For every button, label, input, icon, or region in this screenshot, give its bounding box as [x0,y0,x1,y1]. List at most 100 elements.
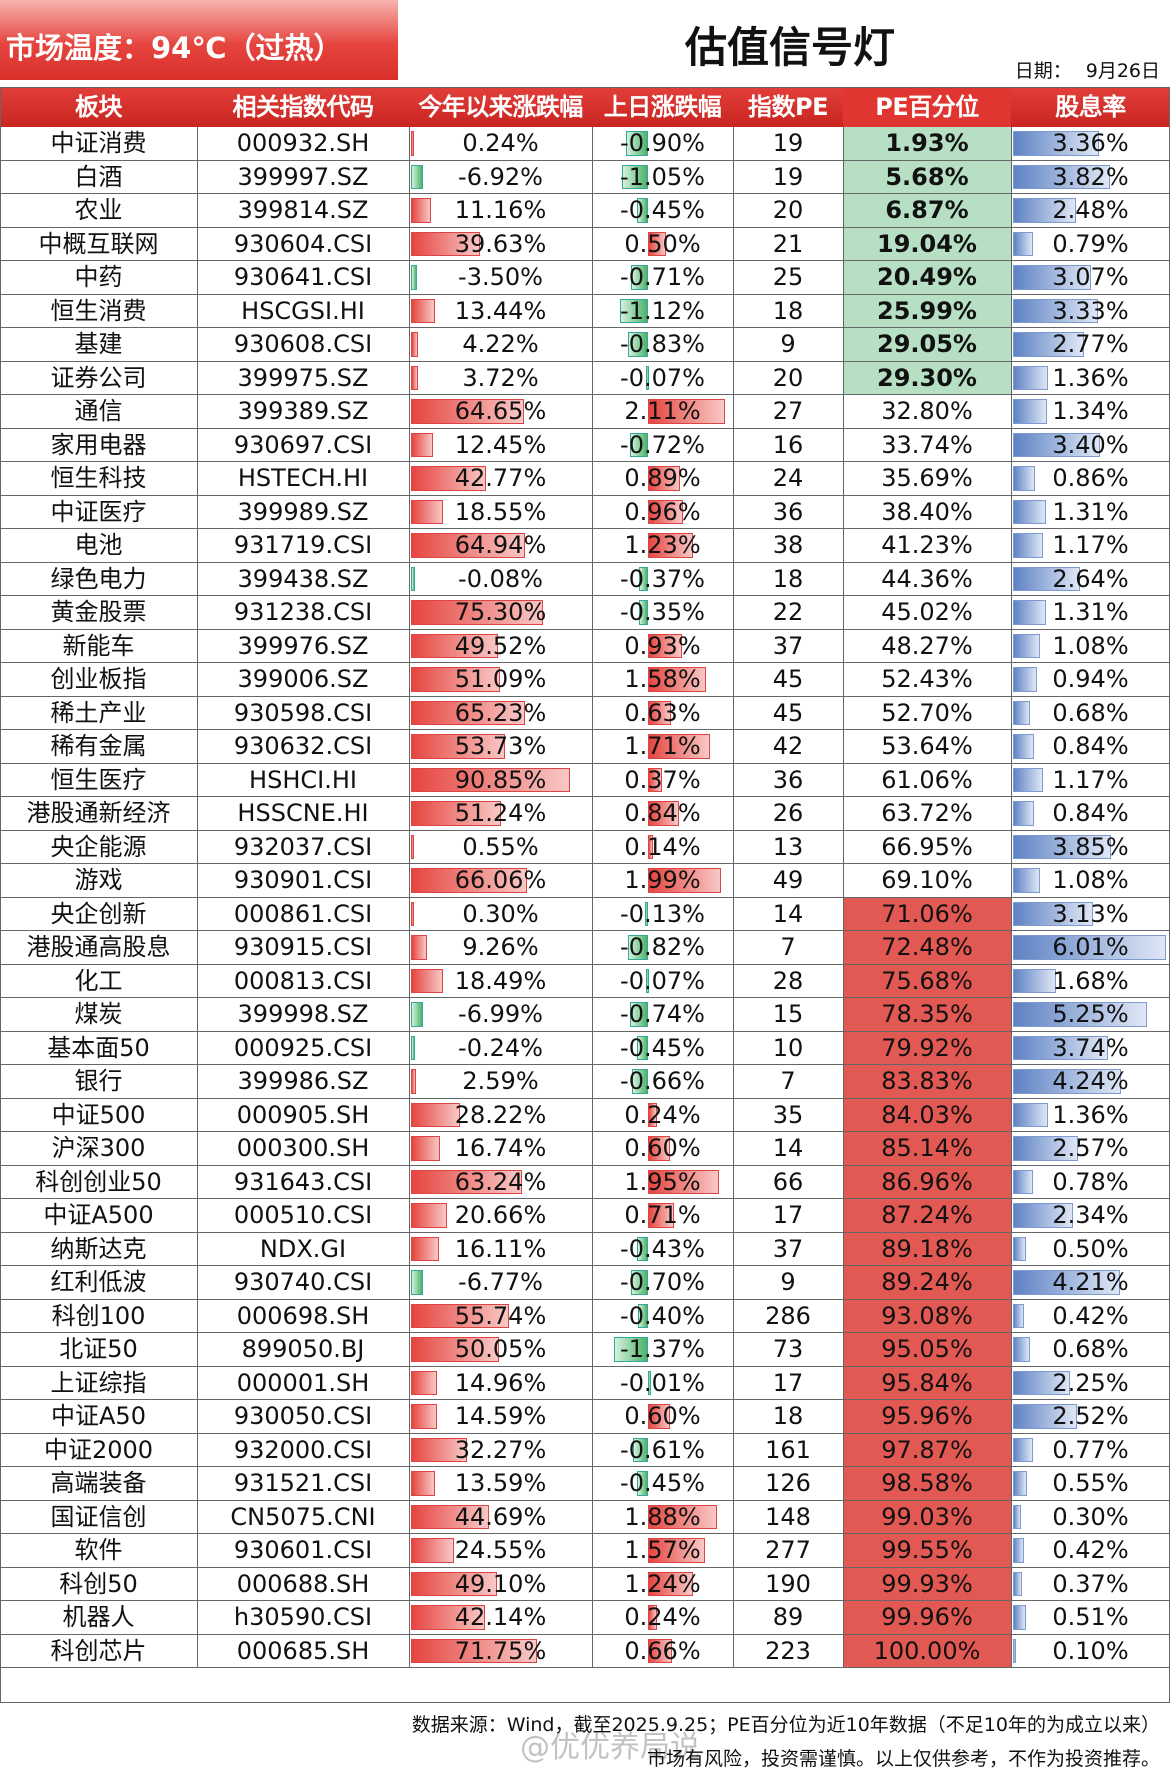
sector-name: 稀土产业 [0,697,197,730]
table-row: 央企创新 000861.CSI 0.30% -0.13% 14 71.06% 3.13% [0,897,1170,931]
dividend-yield: 0.55% [1011,1467,1170,1500]
pe-percentile: 38.40% [843,496,1011,529]
index-pe: 21 [733,228,843,261]
ytd-bar [411,767,570,792]
sector-name: 黄金股票 [0,596,197,629]
dividend-bar [1013,834,1111,859]
index-code: 000510.CSI [197,1199,409,1232]
prev-day-change: 0.96% [592,496,733,529]
column-header[interactable]: 相关指数代码 [232,93,375,121]
dividend-yield: 3.13% [1011,898,1170,931]
pe-percentile: 63.72% [843,797,1011,830]
day-change-bar [648,1638,673,1663]
dividend-yield: 1.17% [1011,764,1170,797]
ytd-change: 14.59% [409,1400,592,1433]
ytd-change: -6.77% [409,1266,592,1299]
dividend-bar [1013,1471,1027,1496]
prev-day-change: 0.93% [592,630,733,663]
pe-percentile-fill [843,1333,1011,1366]
sector-name: 中证医疗 [0,496,197,529]
pe-percentile: 33.74% [843,429,1011,462]
prev-day-change: 1.24% [592,1568,733,1601]
cell-text: 农业 [74,196,123,224]
table-row: 纳斯达克 NDX.GI 16.11% -0.43% 37 89.18% 0.50% [0,1232,1170,1266]
pe-percentile: 71.06% [843,897,1011,930]
cell-text: 4.21% [1052,1268,1129,1296]
cell-text: 89 [772,1603,804,1631]
cell-text: 机器人 [62,1603,135,1631]
disclaimer-note: 市场有风险，投资需谨慎。以上仅供参考，不作为投资推荐。 [646,1748,1160,1770]
column-header[interactable]: 股息率 [1055,93,1126,121]
dividend-yield: 2.25% [1011,1367,1170,1400]
ytd-change: 18.55% [409,496,592,529]
cell-text: 42 [772,732,804,760]
column-header[interactable]: 指数PE [748,93,828,121]
day-change-bar [620,298,648,323]
sector-name: 中证A500 [0,1199,197,1232]
column-header[interactable]: 板块 [75,93,123,121]
cell-text: -1.37% [620,1335,705,1363]
cell-text: 20.66% [454,1201,547,1229]
cell-text: 3.74% [1052,1033,1129,1062]
cell-text: 17 [772,1201,804,1229]
table-row: 央企能源 932037.CSI 0.55% 0.14% 13 66.95% 3.85% [0,830,1170,864]
table-row: 绿色电力 399438.SZ -0.08% -0.37% 18 44.36% 2.64% [0,562,1170,596]
cell-text: 白酒 [74,162,123,191]
cell-text: 科创创业50 [35,1167,162,1196]
cell-text: 2.52% [1052,1402,1129,1430]
cell-text: 0.55% [1052,1469,1129,1497]
cell-text: -0.61% [620,1435,705,1464]
cell-text: 7 [780,1067,796,1095]
index-code: 000861.CSI [197,898,409,931]
sector-name: 游戏 [0,864,197,897]
dividend-yield: 0.42% [1011,1534,1170,1567]
column-header[interactable]: 上日涨跌幅 [603,93,722,121]
cell-text: 79.92% [881,1033,973,1062]
pe-percentile: 20.49% [843,261,1011,294]
day-change-bar [648,466,681,491]
index-pe: 38 [733,529,843,562]
cell-text: 399389.SZ [237,397,369,425]
cell-text: 0.84% [1052,732,1129,760]
prev-day-change: 1.23% [592,529,733,562]
cell-text: 0.51% [1052,1603,1129,1631]
index-pe: 45 [733,663,843,696]
cell-text: 99.93% [881,1569,973,1598]
table-row: 基建 930608.CSI 4.22% -0.83% 9 29.05% 2.77% [0,328,1170,362]
sector-name: 电池 [0,529,197,562]
cell-text: -0.01% [620,1368,705,1397]
cell-text: 1.57% [624,1536,701,1564]
dividend-bar [1013,767,1043,792]
cell-text: 37 [772,631,804,660]
sector-name: 农业 [0,194,197,227]
index-pe: 73 [733,1333,843,1366]
table-row: 恒生医疗 HSHCI.HI 90.85% 0.37% 36 61.06% 1.17% [0,763,1170,797]
cell-text: 66.95% [881,832,973,861]
cell-text: -3.50% [458,263,543,291]
ytd-change: 42.14% [409,1601,592,1634]
cell-text: 0.24% [624,1603,701,1631]
column-header[interactable]: 今年以来涨跌幅 [418,93,583,121]
sector-name: 中概互联网 [0,228,197,261]
day-change-bar [648,667,706,692]
cell-text: 创业板指 [50,665,147,693]
pe-percentile: 75.68% [843,964,1011,997]
ytd-change: 51.24% [409,797,592,830]
day-change-bar [647,1370,651,1395]
ytd-change: 71.75% [409,1635,592,1668]
dividend-bar [1013,968,1056,993]
prev-day-change: -0.07% [592,965,733,998]
cell-text: 931238.CSI [233,598,373,626]
day-change-bar [638,566,648,591]
cell-text: 3.72% [462,363,539,392]
cell-text: 17 [772,1368,804,1397]
cell-text: 0.77% [1052,1435,1129,1464]
table-row: 中证医疗 399989.SZ 18.55% 0.96% 36 38.40% 1.31% [0,495,1170,529]
column-header[interactable]: PE百分位 [843,87,1011,127]
cell-text: 930915.CSI [233,933,373,961]
cell-text: 100.00% [873,1636,981,1665]
index-pe: 18 [733,295,843,328]
cell-text: 899050.BJ [241,1335,365,1363]
dividend-yield: 6.01% [1011,931,1170,964]
index-code: CN5075.CNI [197,1501,409,1534]
